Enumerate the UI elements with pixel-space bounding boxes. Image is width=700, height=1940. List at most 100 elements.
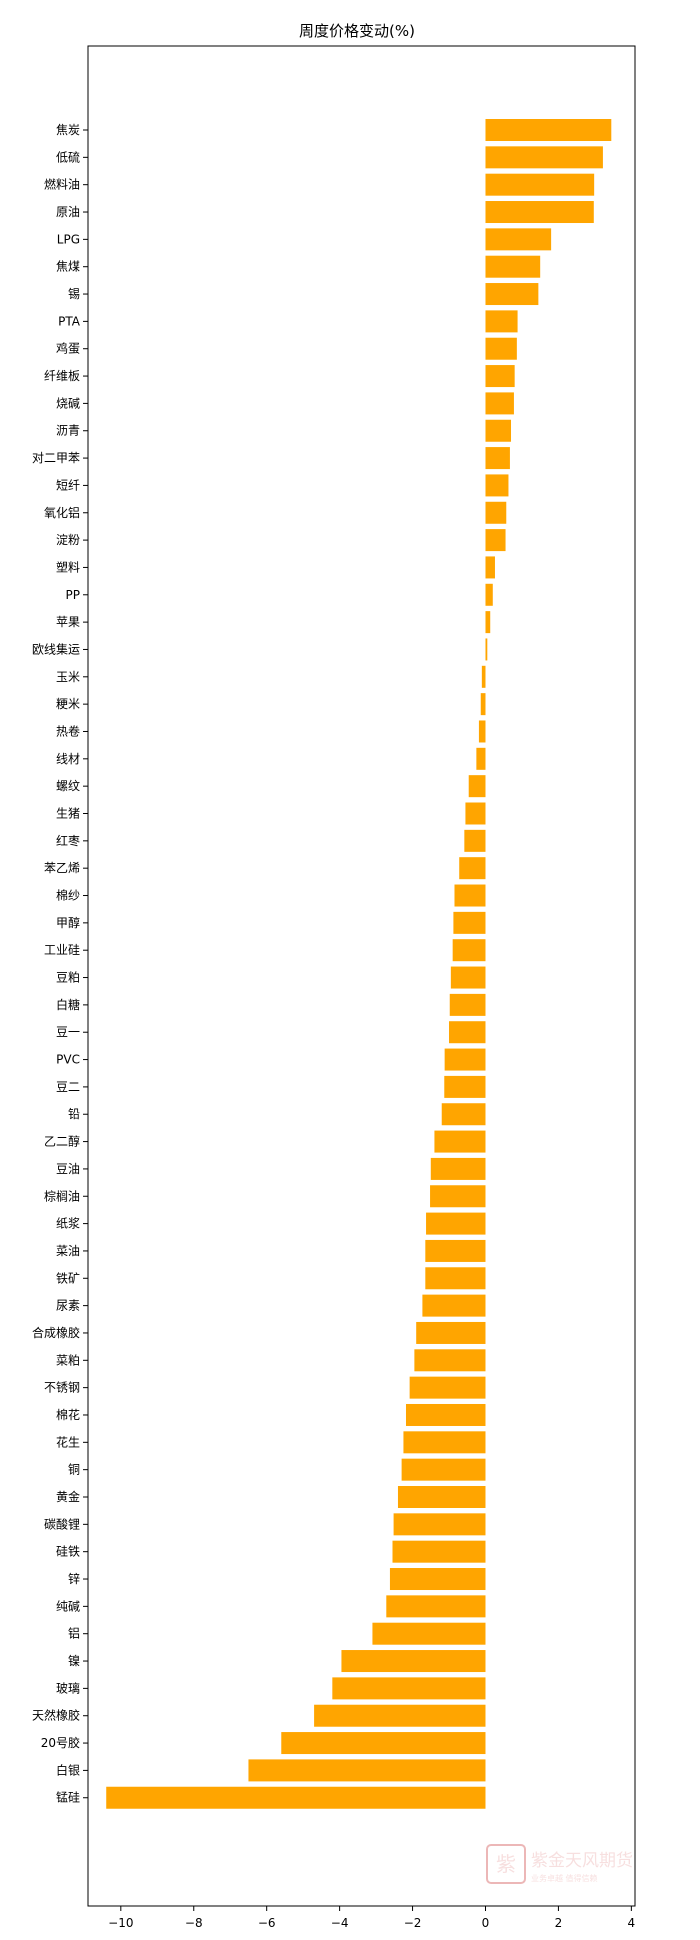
y-tick-label: 白银 xyxy=(56,1762,80,1777)
y-tick-label: 甲醇 xyxy=(56,915,80,930)
y-tick-label: 菜油 xyxy=(56,1244,80,1258)
y-tick-label: 铝 xyxy=(68,1626,80,1641)
y-tick-label: 焦炭 xyxy=(56,123,80,137)
y-tick-label: 焦煤 xyxy=(56,260,80,274)
y-tick-label: 螺纹 xyxy=(56,779,80,793)
watermark-sub-text: 业务卓越 值得信赖 xyxy=(531,1873,598,1883)
bar xyxy=(281,1732,486,1755)
y-tick-label: 白糖 xyxy=(56,997,80,1012)
y-tick-label: 淀粉 xyxy=(56,533,80,547)
bar xyxy=(248,1759,486,1782)
bar xyxy=(485,119,612,141)
y-tick-label: 苯乙烯 xyxy=(44,861,80,875)
bar xyxy=(485,419,512,442)
bar xyxy=(485,283,539,306)
y-tick-label: 粳米 xyxy=(56,697,80,711)
axes-frame xyxy=(87,45,636,1907)
bar xyxy=(441,1103,486,1126)
y-tick-label: 不锈钢 xyxy=(44,1381,80,1395)
bar xyxy=(459,857,486,880)
y-tick-label: 豆油 xyxy=(56,1162,80,1176)
bar xyxy=(416,1321,486,1344)
bar xyxy=(444,1075,486,1098)
y-tick-label: 镍 xyxy=(68,1654,80,1668)
watermark: 紫 紫金天风期货 业务卓越 值得信赖 xyxy=(486,1844,633,1884)
y-tick-label: PP xyxy=(66,588,80,602)
bar xyxy=(393,1513,486,1536)
x-tick-label: 0 xyxy=(482,1916,490,1930)
bar xyxy=(485,529,506,552)
watermark-logo-glyph: 紫 xyxy=(496,1852,516,1876)
x-axis-ticks: −10 −8 −6 −4 −2 0 2 4 xyxy=(108,1906,635,1930)
bar xyxy=(485,146,603,169)
y-tick-label: 豆粕 xyxy=(56,970,80,985)
y-tick-label: 工业硅 xyxy=(44,943,80,957)
bar xyxy=(465,802,486,825)
bar xyxy=(468,775,486,798)
y-tick-label: 花生 xyxy=(56,1434,80,1449)
bar xyxy=(485,501,507,524)
bar xyxy=(464,829,486,852)
bar xyxy=(485,583,493,606)
y-tick-label: 棕榈油 xyxy=(44,1188,80,1203)
x-tick-label: −8 xyxy=(185,1916,203,1930)
y-tick-label: 对二甲苯 xyxy=(32,451,80,465)
y-tick-label: PVC xyxy=(56,1053,80,1067)
bar xyxy=(386,1595,486,1618)
bar xyxy=(485,201,594,224)
y-tick-label: 燃料油 xyxy=(44,177,80,192)
bar xyxy=(485,392,514,415)
bar xyxy=(453,911,486,934)
bar xyxy=(485,228,552,251)
y-tick-label: 硅铁 xyxy=(56,1545,80,1559)
y-tick-label: 玻璃 xyxy=(56,1681,80,1695)
y-tick-label: 玉米 xyxy=(56,670,80,684)
bar xyxy=(392,1540,486,1563)
y-tick-label: 短纤 xyxy=(56,478,80,492)
y-tick-label: 豆一 xyxy=(56,1025,80,1039)
y-tick-label: 鸡蛋 xyxy=(56,341,80,356)
bar xyxy=(485,255,541,278)
bar xyxy=(405,1403,486,1426)
y-tick-label: 烧碱 xyxy=(56,396,80,410)
bar xyxy=(403,1431,486,1454)
y-tick-label: 铜 xyxy=(68,1462,80,1477)
watermark-brand-text: 紫金天风期货 xyxy=(531,1851,633,1871)
bar xyxy=(481,665,486,688)
y-tick-label: 沥青 xyxy=(56,424,80,438)
y-tick-label: 棉纱 xyxy=(56,889,80,903)
y-tick-label: 菜粕 xyxy=(56,1352,80,1367)
bar xyxy=(425,1267,486,1290)
y-tick-label: PTA xyxy=(58,314,81,328)
bar xyxy=(480,693,486,716)
bar xyxy=(450,966,486,989)
y-tick-label: 原油 xyxy=(56,205,80,219)
bar xyxy=(397,1486,486,1508)
bar xyxy=(452,939,486,962)
bar xyxy=(485,474,509,497)
bar xyxy=(425,1239,486,1262)
bar xyxy=(444,1048,486,1071)
bar xyxy=(409,1376,486,1399)
bar xyxy=(454,884,486,907)
y-tick-label: 铁矿 xyxy=(56,1271,80,1285)
y-tick-label: 天然橡胶 xyxy=(32,1708,80,1723)
bar xyxy=(485,173,595,196)
y-tick-label: 黄金 xyxy=(56,1489,80,1504)
y-tick-label: 豆二 xyxy=(56,1080,80,1094)
bar xyxy=(430,1185,486,1208)
bar xyxy=(449,993,486,1016)
x-tick-label: 4 xyxy=(628,1916,636,1930)
bar xyxy=(422,1294,486,1317)
bar xyxy=(478,720,486,743)
y-tick-label: 碳酸锂 xyxy=(44,1516,80,1531)
bar xyxy=(485,447,510,470)
bar xyxy=(426,1212,486,1235)
bar xyxy=(434,1130,486,1153)
bar xyxy=(372,1622,486,1645)
x-tick-label: −4 xyxy=(331,1916,349,1930)
bar xyxy=(414,1349,486,1372)
